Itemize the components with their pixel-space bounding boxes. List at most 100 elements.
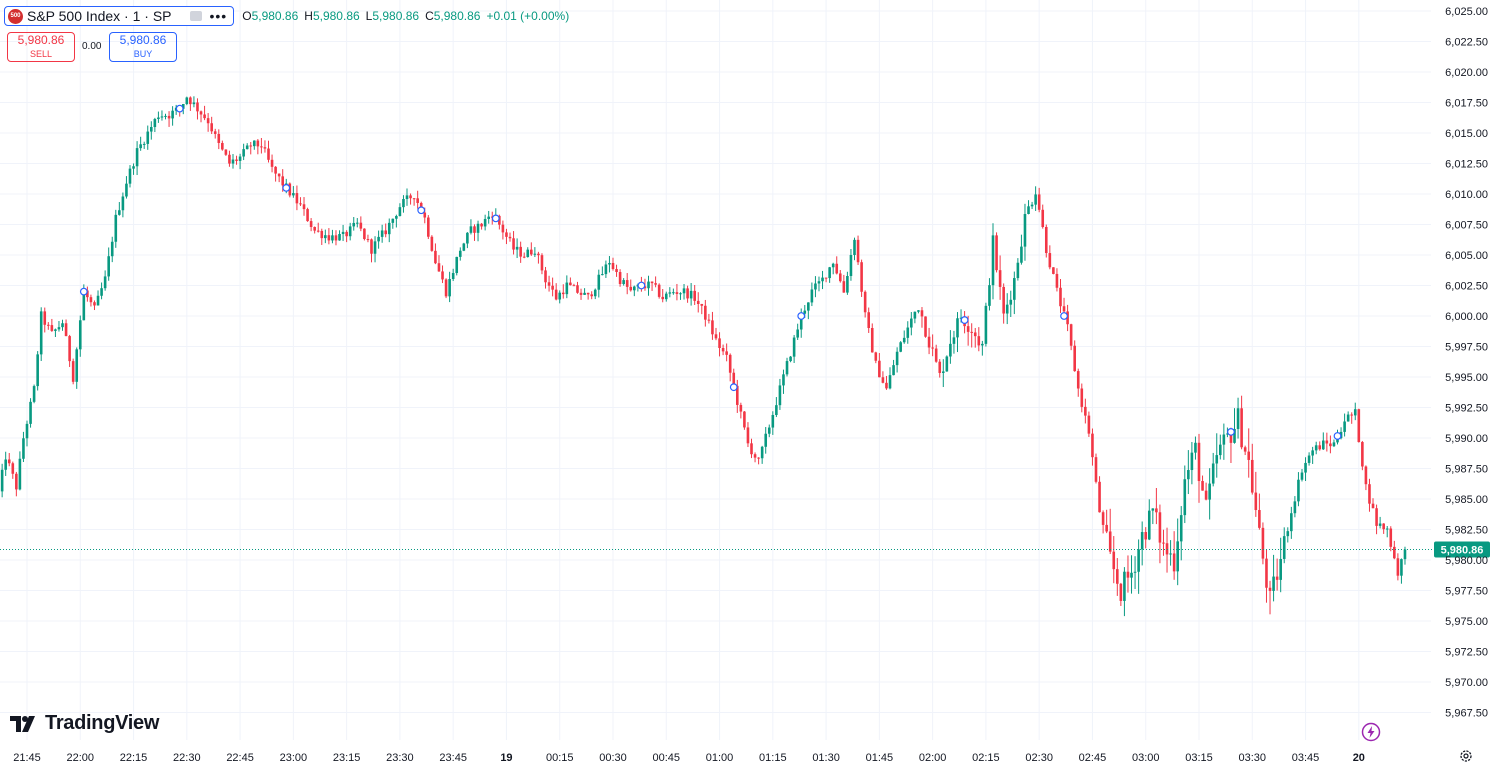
candle-body	[334, 235, 338, 241]
gear-icon[interactable]	[1459, 749, 1473, 763]
y-tick-label: 5,977.50	[1445, 586, 1488, 598]
candle-body	[430, 236, 434, 251]
candle-body	[25, 423, 29, 439]
x-tick-label: 00:15	[546, 752, 574, 764]
candle-body	[1311, 450, 1314, 456]
y-tick-label: 6,010.00	[1445, 189, 1488, 201]
x-tick-label: 00:30	[599, 752, 627, 764]
candle-body	[157, 117, 160, 120]
candle-body	[817, 281, 821, 284]
candle-body	[455, 256, 459, 274]
candle-body	[128, 168, 132, 184]
candle-body	[920, 310, 924, 317]
candle-body	[910, 318, 913, 328]
candle-body	[114, 214, 118, 242]
candle-body	[295, 193, 299, 204]
candle-body	[1261, 527, 1265, 559]
candle-body	[956, 318, 959, 338]
event-marker	[175, 104, 184, 113]
candle-body	[1236, 408, 1240, 429]
candle-body	[991, 235, 995, 286]
candle-body	[1329, 443, 1332, 447]
candle-body	[292, 193, 295, 196]
candle-body	[679, 293, 682, 295]
candle-body	[838, 273, 842, 282]
candle-body	[1062, 306, 1066, 312]
event-marker	[729, 383, 738, 392]
candle-body	[824, 277, 828, 279]
y-tick-label: 6,002.50	[1445, 281, 1488, 293]
candle-body	[1197, 442, 1201, 482]
candle-body	[661, 296, 665, 300]
candle-body	[267, 148, 270, 160]
candle-body	[213, 131, 217, 134]
x-tick-label: 22:30	[173, 752, 201, 764]
symbol-selector[interactable]: 500 S&P 500 Index · 1 · SP •••	[4, 6, 235, 26]
buy-button[interactable]: 5,980.86 BUY	[109, 32, 177, 62]
more-icon[interactable]: •••	[209, 8, 228, 24]
candle-body	[384, 230, 388, 235]
lightning-icon[interactable]	[1361, 722, 1381, 742]
candle-body	[61, 323, 64, 328]
candle-body	[718, 338, 721, 349]
candle-body	[1162, 542, 1165, 544]
x-tick-label: 00:45	[653, 752, 681, 764]
candle-body	[885, 382, 888, 389]
candle-body	[1318, 445, 1322, 450]
price-axis: 6,025.00 6,022.50 6,020.00 6,017.50 6,015.00…	[1445, 6, 1488, 720]
candle-body	[615, 269, 618, 273]
candle-body	[50, 325, 54, 331]
candle-body	[629, 286, 633, 291]
x-tick-label: 21:45	[13, 752, 41, 764]
candle-body	[1254, 492, 1258, 511]
candle-body	[458, 250, 462, 257]
candle-body	[1108, 531, 1112, 552]
candle-body	[302, 204, 306, 210]
candles	[0, 96, 1407, 617]
candle-body	[1304, 462, 1307, 473]
ohlc-readout: O 5,980.86 H 5,980.86 L 5,980.86 C 5,980.86 …	[242, 9, 575, 23]
candle-body	[181, 104, 185, 109]
candle-body	[320, 230, 324, 239]
candle-body	[29, 401, 32, 424]
candle-body	[434, 250, 437, 264]
y-tick-label: 5,990.00	[1445, 433, 1488, 445]
candle-body	[625, 280, 629, 287]
candle-body	[831, 263, 835, 268]
candle-body	[753, 454, 757, 458]
event-marker	[491, 214, 500, 223]
candle-body	[746, 427, 750, 444]
candle-body	[18, 458, 22, 490]
flag-icon[interactable]	[189, 11, 202, 21]
y-tick-label: 6,000.00	[1445, 311, 1488, 323]
candle-body	[618, 272, 622, 285]
candle-body	[1155, 508, 1158, 513]
candle-body	[1375, 508, 1378, 526]
candle-body	[682, 288, 686, 294]
candle-body	[1069, 324, 1073, 346]
candle-body	[93, 302, 96, 306]
candle-body	[551, 285, 554, 290]
candle-body	[711, 320, 714, 335]
candle-body	[1272, 576, 1275, 591]
candle-body	[643, 286, 647, 289]
candle-body	[807, 302, 810, 311]
candle-body	[835, 263, 839, 274]
candle-body	[110, 241, 114, 257]
candle-body	[778, 385, 782, 406]
candle-body	[0, 469, 4, 492]
candle-body	[32, 386, 36, 402]
candle-body	[1190, 452, 1194, 471]
candle-body	[100, 288, 103, 296]
tradingview-logo[interactable]: TradingView	[10, 712, 159, 735]
candle-body	[1293, 501, 1297, 514]
y-tick-label: 6,007.50	[1445, 220, 1488, 232]
candle-body	[664, 293, 668, 300]
candle-body	[281, 176, 285, 186]
open-value: 5,980.86	[251, 9, 299, 23]
candle-body	[1105, 524, 1108, 532]
candle-body	[348, 226, 352, 237]
change-value: +0.01 (+0.00%)	[486, 9, 570, 23]
sell-button[interactable]: 5,980.86 SELL	[7, 32, 75, 62]
